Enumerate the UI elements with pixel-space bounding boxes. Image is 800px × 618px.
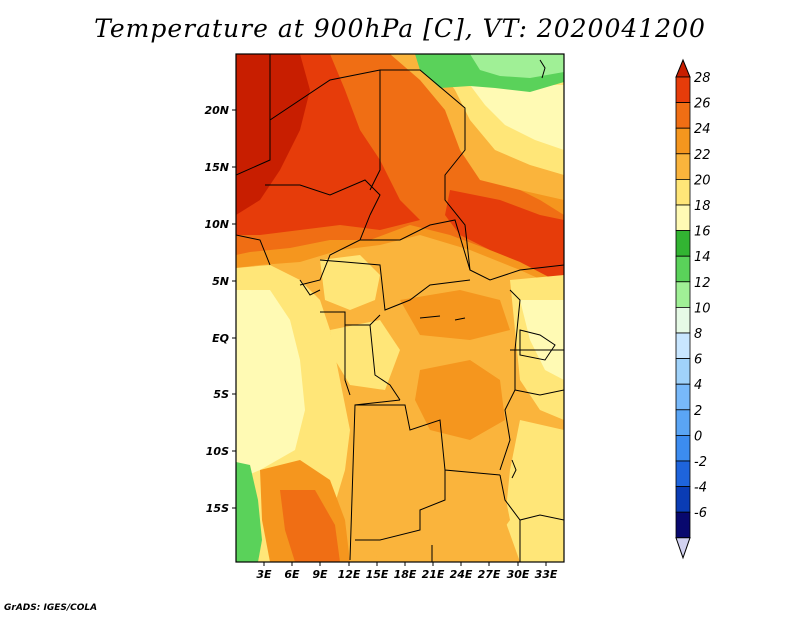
colorbar-arrow-bottom xyxy=(675,537,691,560)
colorbar-swatch xyxy=(675,332,691,360)
colorbar-label: 16 xyxy=(694,225,711,240)
field-south-central xyxy=(355,450,510,562)
colorbar-label: 28 xyxy=(694,71,711,86)
map-title: Temperature at 900hPa [C], VT: 202004120… xyxy=(94,14,706,43)
field-very-hot-east xyxy=(445,190,564,285)
field-atlantic-cool xyxy=(236,290,305,480)
colorbar-label: -6 xyxy=(694,506,707,521)
colorbar-label: 20 xyxy=(694,173,711,188)
lon-label-30e: 30E xyxy=(507,568,530,581)
lat-label-5s: 5S xyxy=(213,388,229,401)
lat-label-eq: EQ xyxy=(212,332,229,345)
colorbar-label: 10 xyxy=(694,301,711,316)
field-extreme-sahara xyxy=(236,54,310,215)
field-gabon-mild xyxy=(330,320,400,390)
lon-label-12e: 12E xyxy=(338,568,361,581)
colorbar-label: 4 xyxy=(694,378,702,393)
lat-axis: 20N 15N 10N 5N EQ 5S 10S 15S xyxy=(204,104,236,515)
border-line xyxy=(236,234,271,266)
field-ne-cool xyxy=(470,85,564,150)
border-line xyxy=(299,214,371,286)
colorbar-label: -4 xyxy=(694,481,707,496)
field-sw-hot xyxy=(280,490,340,562)
colorbar-swatch xyxy=(675,306,691,334)
lat-label-10n: 10N xyxy=(204,218,229,231)
lake-tanganyika xyxy=(511,459,517,479)
lat-label-15n: 15N xyxy=(204,161,229,174)
border-line xyxy=(360,219,471,271)
colorbar-label: 2 xyxy=(694,404,702,419)
lon-label-27e: 27E xyxy=(478,568,501,581)
colorbar-label: 6 xyxy=(694,353,702,368)
lat-label-10s: 10S xyxy=(206,445,229,458)
field-east-highlands-cool xyxy=(520,300,564,380)
field-congo-warm xyxy=(415,360,505,440)
colorbar-swatch xyxy=(675,178,691,206)
colorbar-swatch xyxy=(675,383,691,411)
colorbar-swatch xyxy=(675,486,691,513)
colorbar-swatch xyxy=(675,204,691,232)
map-frame xyxy=(235,53,565,563)
colorbar-label: 12 xyxy=(694,276,711,291)
field-central-warm xyxy=(400,290,510,340)
colorbar-swatch xyxy=(675,153,691,180)
border-line xyxy=(539,59,546,79)
field-sw-green xyxy=(236,462,262,562)
field-cameroon-mild xyxy=(320,255,380,310)
lon-label-15e: 15E xyxy=(366,568,389,581)
colorbar-label: 18 xyxy=(694,199,711,214)
colorbar-swatch xyxy=(675,76,691,104)
colorbar-label: 26 xyxy=(694,97,711,112)
colorbar-swatch xyxy=(675,409,691,436)
lake-victoria xyxy=(519,329,556,361)
border-line xyxy=(369,70,381,191)
colorbar-swatch xyxy=(675,230,691,257)
lon-label-21e: 21E xyxy=(422,568,445,581)
colorbar-swatch xyxy=(675,511,691,539)
colorbar-label: 14 xyxy=(694,250,711,265)
border-line xyxy=(319,259,471,311)
lon-label-18e: 18E xyxy=(394,568,417,581)
border-line xyxy=(236,54,271,176)
lon-label-6e: 6E xyxy=(284,568,300,581)
river-segment xyxy=(419,315,466,321)
colorbar-label: 0 xyxy=(694,429,702,444)
lon-label-9e: 9E xyxy=(312,568,328,581)
lat-label-20n: 20N xyxy=(204,104,229,117)
colorbar-label: 22 xyxy=(694,148,711,163)
border-line xyxy=(514,389,564,396)
colorbar-swatch xyxy=(675,281,691,308)
grads-credit: GrADS: IGES/COLA xyxy=(4,603,98,613)
lon-label-3e: 3E xyxy=(256,568,272,581)
colorbar-swatch xyxy=(675,460,691,488)
border-line xyxy=(355,404,501,476)
colorbar-swatch xyxy=(675,358,691,385)
border-line xyxy=(265,179,381,216)
border-line xyxy=(369,324,401,401)
lon-label-24e: 24E xyxy=(450,568,473,581)
colorbar-label: 8 xyxy=(694,327,702,342)
lon-label-33e: 33E xyxy=(535,568,558,581)
colorbar-swatch xyxy=(675,102,691,129)
border-line xyxy=(344,325,351,396)
colorbar-label: -2 xyxy=(694,455,707,470)
border-line xyxy=(355,470,446,541)
lat-label-15s: 15S xyxy=(206,502,229,515)
country-borders xyxy=(236,54,564,562)
border-line xyxy=(444,108,564,281)
colorbar-swatch xyxy=(675,255,691,283)
border-line xyxy=(299,279,321,296)
lon-axis: 3E 6E 9E 12E 15E 18E 21E 24E 27E 30E 33E xyxy=(256,562,558,581)
colorbar-label: 24 xyxy=(694,122,711,137)
temperature-field xyxy=(236,54,564,562)
colorbar-swatch xyxy=(675,434,691,462)
lat-label-5n: 5N xyxy=(212,275,229,288)
colorbar-arrow-top xyxy=(675,58,691,78)
colorbar-swatch xyxy=(675,127,691,155)
